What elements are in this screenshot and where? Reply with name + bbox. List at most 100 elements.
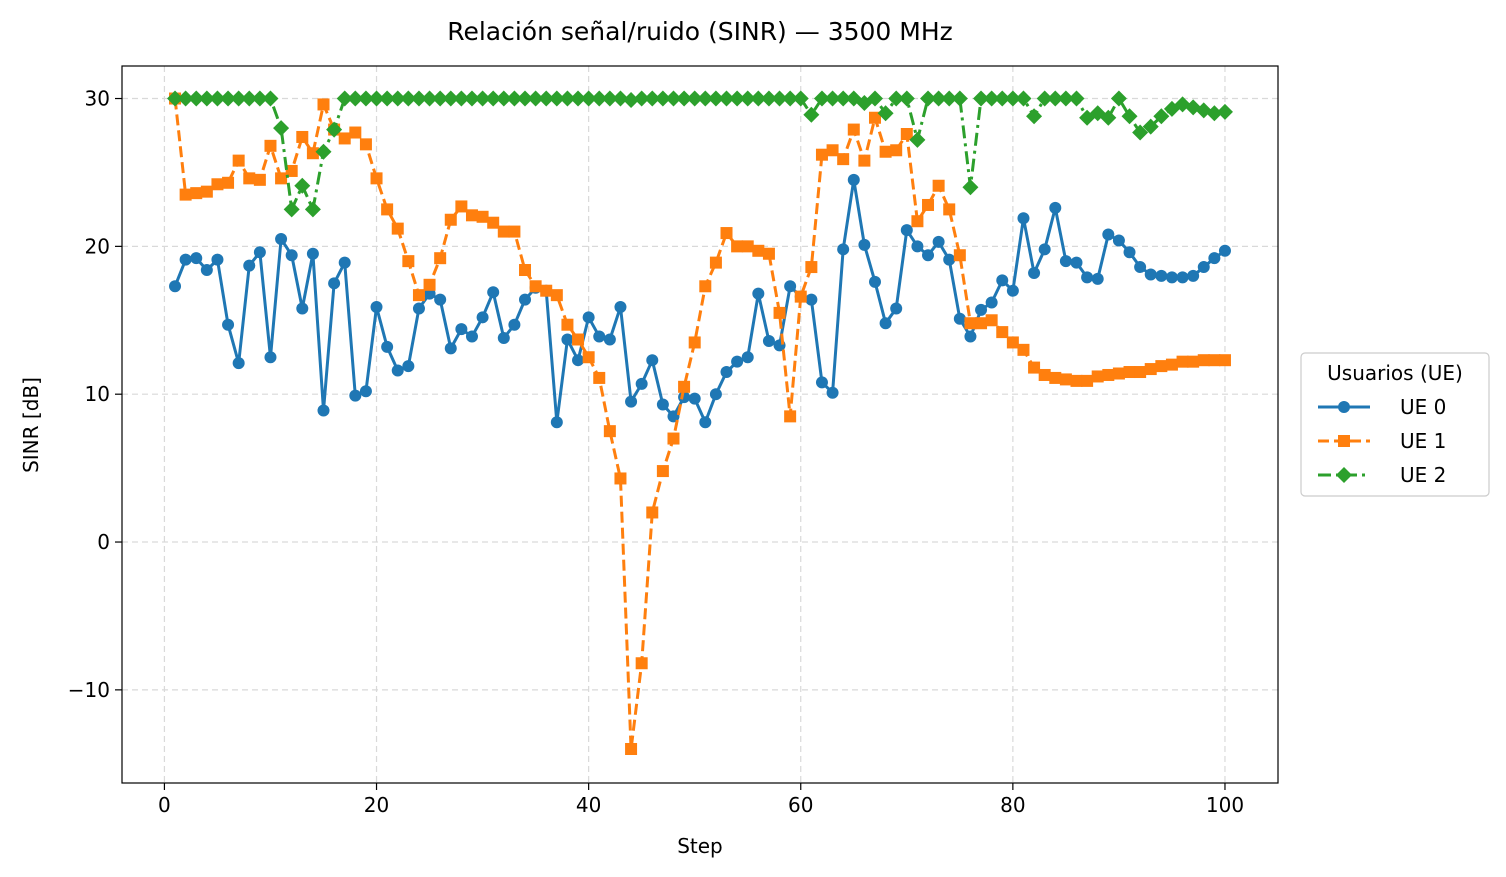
data-point-ue-2 [389,90,406,107]
data-point-ue-1 [1091,370,1104,383]
x-tick-label: 0 [158,793,171,817]
data-point-ue-1 [794,290,807,303]
data-point-ue-2 [538,90,555,107]
data-point-ue-1 [275,172,288,185]
data-point-ue-2 [633,90,650,107]
y-axis-label: SINR [dB] [19,377,43,473]
data-point-ue-1 [1070,374,1083,387]
data-point-ue-0 [508,318,521,331]
data-point-ue-1 [900,128,913,141]
data-point-ue-0 [264,351,277,364]
data-point-ue-0 [200,264,213,277]
data-point-ue-1 [1017,343,1030,356]
data-point-ue-1 [826,144,839,157]
data-point-ue-0 [1102,228,1115,241]
data-point-ue-0 [858,238,871,251]
x-tick-label: 40 [576,793,601,817]
data-point-ue-1 [529,280,542,293]
data-point-ue-2 [495,90,512,107]
legend-marker-ue-1 [1338,435,1350,447]
data-point-ue-1 [381,203,394,216]
data-point-ue-1 [1208,354,1221,367]
data-point-ue-2 [379,90,396,107]
series-ue-1 [169,92,1231,755]
data-point-ue-1 [359,138,372,151]
y-tick-label: 10 [85,382,110,406]
data-point-ue-2 [188,90,205,107]
data-point-ue-0 [975,303,988,316]
data-point-ue-1 [847,123,860,136]
data-point-ue-2 [517,90,534,107]
legend: Usuarios (UE) UE 0 UE 1 UE 2 [1300,352,1490,497]
data-point-ue-2 [623,92,640,109]
data-point-ue-0 [847,173,860,186]
x-tick-label: 60 [788,793,813,817]
data-point-ue-0 [561,333,574,346]
series-ue-0 [169,173,1231,429]
data-point-ue-0 [614,300,627,313]
data-point-ue-2 [548,90,565,107]
data-point-ue-0 [656,398,669,411]
data-point-ue-2 [760,90,777,107]
data-point-ue-0 [1081,271,1094,284]
data-point-ue-1 [741,240,754,253]
plot-frame [121,65,1279,784]
legend-label-ue-0: UE 0 [1400,395,1446,419]
data-point-ue-2 [654,90,671,107]
data-point-ue-1 [1028,361,1041,374]
data-point-ue-1 [582,351,595,364]
data-point-ue-2 [1216,103,1233,120]
data-point-ue-0 [1155,269,1168,282]
data-point-ue-1 [232,154,245,167]
data-point-ue-2 [1110,90,1127,107]
data-point-ue-1 [200,185,213,198]
data-point-ue-0 [996,274,1009,287]
data-point-ue-2 [1015,90,1032,107]
data-point-ue-0 [943,253,956,266]
data-point-ue-1 [317,98,330,111]
data-point-ue-2 [1068,90,1085,107]
data-point-ue-1 [349,126,362,139]
data-point-ue-1 [455,200,468,213]
data-point-ue-0 [603,333,616,346]
grid-lines [122,66,1278,783]
data-point-ue-1 [932,179,945,192]
data-point-ue-1 [805,261,818,274]
data-point-ue-0 [285,249,298,262]
data-point-ue-0 [709,388,722,401]
series-layer [167,90,1233,755]
data-point-ue-2 [771,90,788,107]
y-tick-label: 20 [85,234,110,258]
data-point-ue-1 [614,472,627,485]
data-point-ue-2 [1004,90,1021,107]
data-point-ue-0 [476,311,489,324]
data-point-ue-2 [273,120,290,137]
data-point-ue-0 [593,330,606,343]
x-tick-label: 100 [1206,793,1244,817]
data-point-ue-2 [686,90,703,107]
data-point-ue-0 [815,376,828,389]
data-point-ue-2 [580,90,597,107]
legend-items: UE 0 UE 1 UE 2 [1318,395,1446,487]
data-point-ue-2 [559,90,576,107]
data-point-ue-2 [1057,90,1074,107]
data-point-ue-1 [1187,355,1200,368]
data-point-ue-1 [762,247,775,260]
data-point-ue-0 [465,330,478,343]
data-point-ue-1 [1049,371,1062,384]
legend-entry-ue-1: UE 1 [1318,429,1446,453]
data-point-ue-2 [813,90,830,107]
data-point-ue-0 [519,293,532,306]
data-point-ue-0 [646,354,659,367]
data-point-ue-0 [879,317,892,330]
data-point-ue-0 [1112,234,1125,247]
data-point-ue-2 [485,90,502,107]
data-point-ue-0 [179,253,192,266]
data-point-ue-2 [527,90,544,107]
data-point-ue-2 [665,90,682,107]
x-tick-label: 20 [364,793,389,817]
data-point-ue-0 [900,224,913,237]
data-point-ue-1 [243,172,256,185]
data-point-ue-0 [1144,268,1157,281]
